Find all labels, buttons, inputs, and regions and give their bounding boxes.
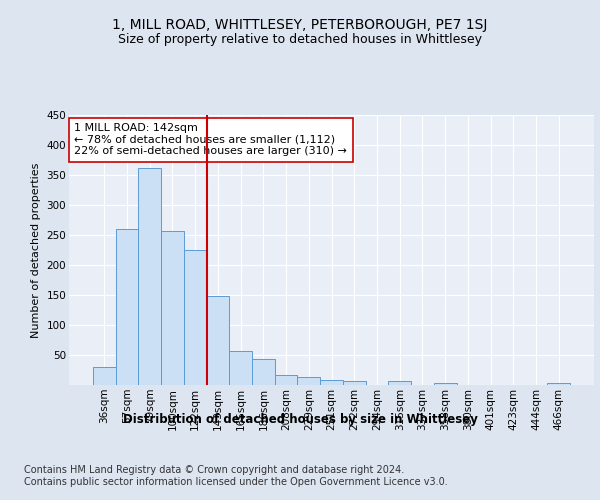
Text: 1, MILL ROAD, WHITTLESEY, PETERBOROUGH, PE7 1SJ: 1, MILL ROAD, WHITTLESEY, PETERBOROUGH, … [112,18,488,32]
Bar [93,367,116,385]
Bar [184,250,206,385]
Bar [229,351,252,385]
Text: Size of property relative to detached houses in Whittlesey: Size of property relative to detached ho… [118,32,482,46]
Bar [343,381,365,385]
Bar [116,229,139,385]
Bar [434,383,457,385]
Text: 1 MILL ROAD: 142sqm
← 78% of detached houses are smaller (1,112)
22% of semi-det: 1 MILL ROAD: 142sqm ← 78% of detached ho… [74,123,347,156]
Bar [161,232,184,385]
Bar [275,375,298,385]
Bar [547,383,570,385]
Bar [298,376,320,385]
Bar [139,168,161,385]
Bar [206,296,229,385]
Text: Distribution of detached houses by size in Whittlesey: Distribution of detached houses by size … [122,412,478,426]
Text: Contains HM Land Registry data © Crown copyright and database right 2024.
Contai: Contains HM Land Registry data © Crown c… [24,465,448,486]
Bar [388,382,411,385]
Bar [320,380,343,385]
Y-axis label: Number of detached properties: Number of detached properties [31,162,41,338]
Bar [252,359,275,385]
